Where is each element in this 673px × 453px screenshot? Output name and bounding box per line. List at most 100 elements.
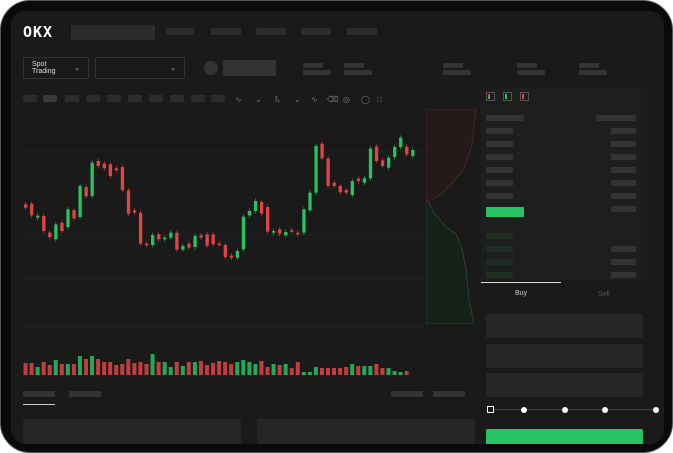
bid-price[interactable] <box>486 246 513 252</box>
header-price[interactable] <box>486 115 524 121</box>
price-input[interactable] <box>486 314 643 338</box>
ask-price[interactable] <box>486 180 513 186</box>
header-amount[interactable] <box>596 115 636 121</box>
filter-button[interactable] <box>391 391 423 397</box>
candle <box>356 178 361 181</box>
history-panel <box>257 419 475 444</box>
nav-item[interactable] <box>256 28 286 35</box>
ask-price[interactable] <box>486 141 513 147</box>
slider-step-75[interactable] <box>602 407 608 413</box>
nav-item[interactable] <box>211 28 241 35</box>
bid-amount[interactable] <box>611 259 636 265</box>
cancel-all-button[interactable] <box>433 391 465 397</box>
candle <box>380 160 385 166</box>
volume-bar <box>247 362 252 375</box>
candle <box>205 234 209 246</box>
pair-price <box>223 60 276 76</box>
volume-bar <box>29 363 34 375</box>
candle <box>235 251 240 258</box>
circle-icon[interactable]: ◎ <box>343 95 350 104</box>
asks-icon[interactable] <box>520 92 529 101</box>
ask-amount[interactable] <box>611 128 636 134</box>
slider-handle[interactable] <box>487 406 494 413</box>
both-sides-icon[interactable] <box>486 92 495 101</box>
tab-buy[interactable]: Buy <box>514 290 528 297</box>
bid-amount[interactable] <box>611 246 636 252</box>
bid-price[interactable] <box>486 259 513 265</box>
expand-icon[interactable]: □ <box>377 95 382 104</box>
bid-price[interactable] <box>486 233 513 239</box>
timeframe-button[interactable] <box>43 95 57 102</box>
target-icon[interactable]: ⌫ <box>327 95 339 104</box>
volume-bar <box>259 361 264 375</box>
volume-bar <box>374 364 379 375</box>
candle-icon[interactable]: ⌄ <box>255 95 262 104</box>
timeframe-button[interactable] <box>23 95 37 102</box>
candlestick-chart[interactable] <box>11 106 481 376</box>
spot-trading-dropdown[interactable]: Spot Trading ⌄ <box>23 57 89 79</box>
candle <box>308 192 312 211</box>
ask-price[interactable] <box>486 193 513 199</box>
spread-amount[interactable] <box>611 206 636 212</box>
timeframe-button[interactable] <box>170 95 184 102</box>
nav-item[interactable] <box>166 28 194 35</box>
ask-amount[interactable] <box>611 193 636 199</box>
stat-value <box>517 70 545 75</box>
order-book <box>481 87 641 280</box>
nav-item[interactable] <box>347 28 377 35</box>
slider-step-25[interactable] <box>521 407 527 413</box>
ask-amount[interactable] <box>611 180 636 186</box>
ask-amount[interactable] <box>611 154 636 160</box>
volume-bar <box>120 364 125 375</box>
volume-bar <box>229 364 234 375</box>
draw-icon[interactable]: ∿ <box>311 95 318 104</box>
refresh-icon[interactable]: ◯ <box>361 95 370 104</box>
total-input[interactable] <box>486 373 643 397</box>
candle <box>332 182 336 186</box>
nav-item[interactable] <box>301 28 331 35</box>
volume-bar <box>283 364 288 375</box>
timeframe-button[interactable] <box>65 95 79 102</box>
timeframe-button[interactable] <box>191 95 205 102</box>
okx-logo[interactable]: OKX <box>23 23 54 41</box>
bids-icon[interactable] <box>503 92 512 101</box>
ask-amount[interactable] <box>611 141 636 147</box>
indicator-icon[interactable]: fₓ <box>275 95 280 104</box>
volume-bar <box>265 367 270 375</box>
tab-sell[interactable]: Sell <box>598 291 610 298</box>
buy-button[interactable] <box>486 429 643 444</box>
amount-slider[interactable] <box>491 409 656 410</box>
tab-order-history[interactable] <box>69 391 101 397</box>
volume-bar <box>192 362 197 375</box>
timeframe-button[interactable] <box>128 95 142 102</box>
volume-bar <box>186 362 191 375</box>
candle <box>193 236 197 247</box>
timeframe-button[interactable] <box>149 95 163 102</box>
line-icon[interactable]: ⌄ <box>294 95 301 104</box>
tab-open-orders[interactable] <box>23 391 55 397</box>
slider-step-100[interactable] <box>653 407 659 413</box>
ask-price[interactable] <box>486 167 513 173</box>
ask-price[interactable] <box>486 154 513 160</box>
bar-chart-icon[interactable]: ∿ <box>235 95 242 104</box>
search-bar[interactable] <box>71 25 155 40</box>
ask-amount[interactable] <box>611 167 636 173</box>
ask-price[interactable] <box>486 128 513 134</box>
candle <box>350 181 354 195</box>
slider-step-50[interactable] <box>562 407 568 413</box>
last-price[interactable] <box>486 207 524 217</box>
candle <box>241 216 246 250</box>
timeframe-button[interactable] <box>107 95 121 102</box>
volume-bar <box>23 363 28 375</box>
timeframe-button[interactable] <box>86 95 100 102</box>
amount-input[interactable] <box>486 344 643 368</box>
candle <box>399 137 403 147</box>
timeframe-button[interactable] <box>211 95 225 102</box>
volume-bar <box>326 368 330 375</box>
candle <box>393 147 397 157</box>
candle <box>362 178 367 183</box>
bid-price[interactable] <box>486 272 513 278</box>
bid-amount[interactable] <box>611 272 636 278</box>
volume-bar <box>65 364 70 375</box>
pair-dropdown[interactable]: ⌄ <box>95 57 185 79</box>
